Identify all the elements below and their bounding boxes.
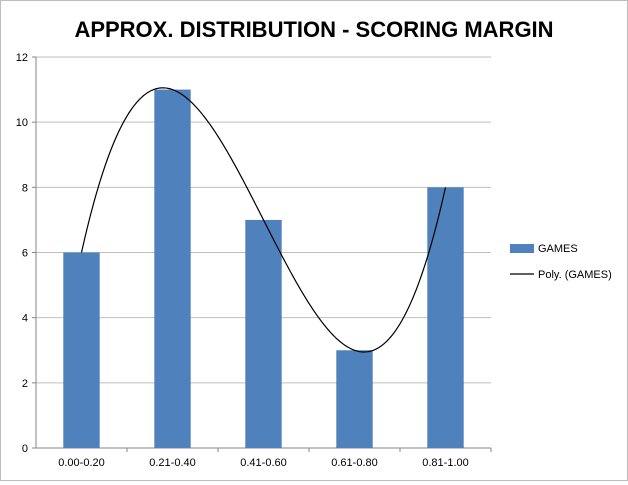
y-tick-label: 2 xyxy=(22,378,28,390)
poly-trendline xyxy=(80,87,447,353)
x-tick-label: 0.81-1.00 xyxy=(422,457,468,469)
y-axis-tick-labels: 0 2 4 6 8 10 12 xyxy=(16,52,36,455)
y-tick-label: 12 xyxy=(16,52,28,64)
y-tick-label: 0 xyxy=(22,443,28,455)
legend-swatch-games xyxy=(510,244,534,253)
x-tick-label: 0.61-0.80 xyxy=(331,457,377,469)
legend-label-games: GAMES xyxy=(538,243,578,255)
bar-series xyxy=(63,89,464,449)
y-tick-label: 8 xyxy=(22,182,28,194)
x-axis-tick-labels: 0.00-0.20 0.21-0.40 0.41-0.60 0.61-0.80 0.81… xyxy=(58,448,492,469)
y-tick-label: 6 xyxy=(22,248,28,260)
bar-0.21-0.40 xyxy=(154,89,191,448)
bar-0.00-0.20 xyxy=(63,252,100,448)
legend: GAMES Poly. (GAMES) xyxy=(510,243,612,281)
legend-label-poly-games: Poly. (GAMES) xyxy=(538,269,612,281)
chart-title: APPROX. DISTRIBUTION - SCORING MARGIN xyxy=(74,17,553,42)
y-tick-label: 4 xyxy=(22,313,28,325)
x-tick-label: 0.41-0.60 xyxy=(240,457,286,469)
x-tick-label: 0.21-0.40 xyxy=(149,457,195,469)
bar-0.61-0.80 xyxy=(336,350,373,448)
bar-0.81-1.00 xyxy=(427,187,464,449)
y-tick-label: 10 xyxy=(16,117,28,129)
bar-0.41-0.60 xyxy=(245,219,282,448)
x-tick-label: 0.00-0.20 xyxy=(58,457,104,469)
trendline-series xyxy=(80,87,447,353)
